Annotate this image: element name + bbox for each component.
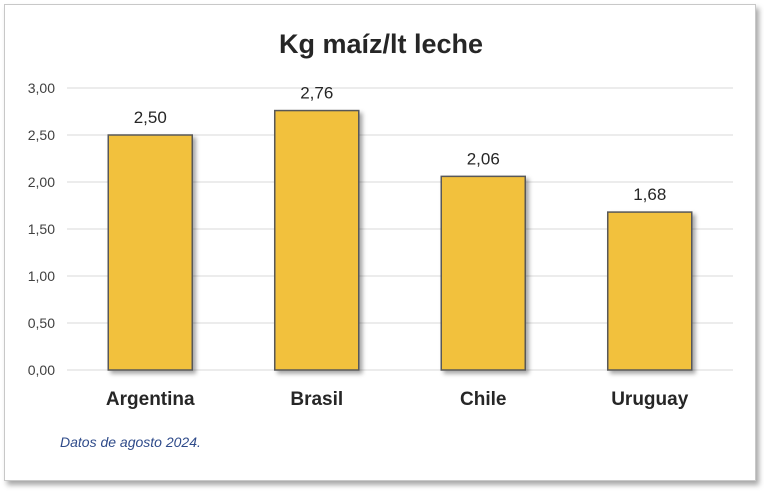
bar-chart: Kg maíz/lt leche 0,00 0,50 1,00 1,50 2,00 2,5… xyxy=(28,29,733,450)
category-label: Uruguay xyxy=(611,389,689,410)
bar-brasil xyxy=(274,109,360,371)
data-label: 2,76 xyxy=(300,84,333,103)
category-labels: Argentina Brasil Chile Uruguay xyxy=(106,389,689,410)
y-tick-label: 2,50 xyxy=(28,127,55,143)
bar-argentina xyxy=(107,134,193,371)
category-label: Chile xyxy=(460,389,506,410)
chart-title: Kg maíz/lt leche xyxy=(279,29,483,59)
y-tick-label: 2,00 xyxy=(28,174,55,190)
y-tick-label: 1,00 xyxy=(28,268,55,284)
y-tick-label: 0,00 xyxy=(28,362,55,378)
data-label: 2,50 xyxy=(134,108,167,127)
y-tick-label: 1,50 xyxy=(28,221,55,237)
data-labels: 2,50 2,76 2,06 1,68 xyxy=(134,84,667,205)
data-note: Datos de agosto 2024. xyxy=(60,434,201,450)
y-tick-label: 3,00 xyxy=(28,80,55,96)
bar-chile xyxy=(440,175,526,371)
data-label: 1,68 xyxy=(633,185,666,204)
y-axis-ticks: 0,00 0,50 1,00 1,50 2,00 2,50 3,00 xyxy=(28,80,55,378)
chart-frame: Kg maíz/lt leche 0,00 0,50 1,00 1,50 2,00 2,5… xyxy=(4,4,756,481)
bars xyxy=(107,109,693,371)
y-tick-label: 0,50 xyxy=(28,315,55,331)
data-label: 2,06 xyxy=(467,149,500,168)
category-label: Argentina xyxy=(106,389,195,410)
category-label: Brasil xyxy=(290,389,343,410)
bar-uruguay xyxy=(607,211,693,371)
